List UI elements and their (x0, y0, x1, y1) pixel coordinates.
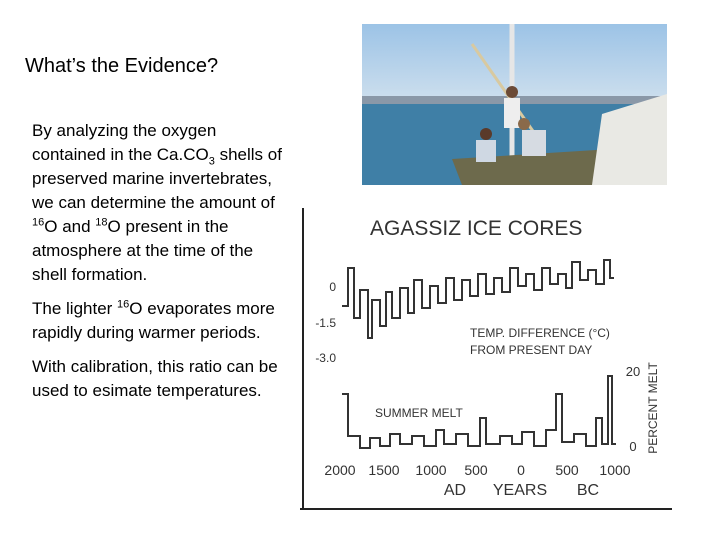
text-run: The lighter (32, 299, 118, 318)
temp-tick-label: -1.5 (315, 316, 336, 330)
paragraph: The lighter 16O evaporates more rapidly … (32, 297, 284, 345)
temp-tick-label: -3.0 (315, 351, 336, 365)
supscript: 16 (117, 298, 130, 311)
melt-tick-label: 20 (626, 364, 640, 379)
year-tick-label: 1000 (415, 462, 446, 478)
year-tick-label: 2000 (324, 462, 355, 478)
era-label: YEARS (493, 482, 547, 499)
year-tick-label: 500 (555, 462, 579, 478)
temp-tick-label: 0 (329, 280, 336, 294)
text-run: O evaporates more rapidly during warmer … (32, 299, 275, 342)
text-run: O present in the atmosphere at the time … (32, 217, 254, 284)
photo (362, 24, 667, 185)
slide-body: By analyzing the oxygen contained in the… (32, 119, 284, 413)
supscript: 18 (95, 216, 108, 229)
temp-label: TEMP. DIFFERENCE (°C) (470, 326, 610, 340)
temp-label: FROM PRESENT DAY (470, 343, 592, 357)
melt-label: SUMMER MELT (375, 406, 463, 420)
melt-trace (342, 375, 616, 449)
paragraph: With calibration, this ratio can be used… (32, 355, 284, 403)
text-run: With calibration, this ratio can be used… (32, 357, 278, 400)
figure-title: AGASSIZ ICE CORES (370, 217, 582, 240)
text-run: By analyzing the oxygen contained in the… (32, 121, 217, 164)
temperature-trace (342, 259, 614, 339)
year-tick-label: 0 (517, 462, 525, 478)
era-label: BC (577, 482, 599, 499)
year-tick-label: 1000 (599, 462, 630, 478)
melt-tick-label: 0 (629, 439, 636, 454)
supscript: 16 (32, 216, 45, 229)
subscript: 3 (208, 155, 215, 168)
text-run: shells of preserved marine invertebrates… (32, 145, 282, 212)
year-tick-label: 500 (464, 462, 488, 478)
text-run: O and (44, 217, 96, 236)
year-tick-label: 1500 (368, 462, 399, 478)
ice-core-figure: AGASSIZ ICE CORES 0 -1.5 -3.0 TEMP. DIFFERE… (300, 208, 672, 510)
melt-axis-label: PERCENT MELT (646, 362, 660, 454)
paragraph: By analyzing the oxygen contained in the… (32, 119, 284, 287)
slide-title: What’s the Evidence? (25, 55, 219, 77)
era-label: AD (444, 482, 466, 499)
